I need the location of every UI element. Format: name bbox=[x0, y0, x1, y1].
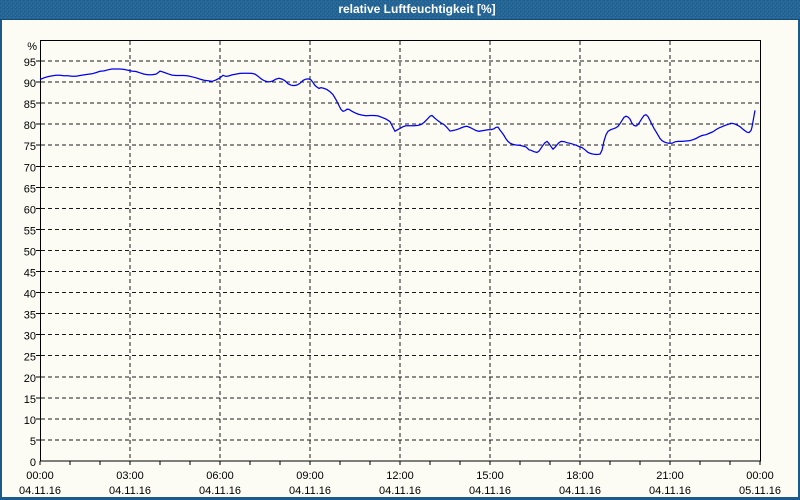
svg-text:04.11.16: 04.11.16 bbox=[559, 485, 601, 497]
svg-text:5: 5 bbox=[30, 436, 36, 448]
svg-text:75: 75 bbox=[24, 141, 36, 153]
svg-text:04.11.16: 04.11.16 bbox=[649, 485, 691, 497]
svg-text:%: % bbox=[27, 41, 37, 53]
svg-text:55: 55 bbox=[24, 225, 36, 237]
svg-text:15:00: 15:00 bbox=[476, 470, 504, 482]
svg-text:50: 50 bbox=[24, 247, 36, 259]
svg-text:06:00: 06:00 bbox=[206, 470, 234, 482]
svg-text:03:00: 03:00 bbox=[116, 470, 144, 482]
svg-text:04.11.16: 04.11.16 bbox=[469, 485, 511, 497]
svg-text:30: 30 bbox=[24, 331, 36, 343]
svg-text:45: 45 bbox=[24, 268, 36, 280]
svg-text:05.11.16: 05.11.16 bbox=[739, 485, 781, 497]
svg-text:09:00: 09:00 bbox=[296, 470, 324, 482]
svg-text:10: 10 bbox=[24, 415, 36, 427]
svg-text:35: 35 bbox=[24, 310, 36, 322]
svg-text:00:00: 00:00 bbox=[26, 470, 54, 482]
svg-text:04.11.16: 04.11.16 bbox=[19, 485, 61, 497]
svg-text:95: 95 bbox=[24, 57, 36, 69]
svg-text:18:00: 18:00 bbox=[566, 470, 594, 482]
svg-text:90: 90 bbox=[24, 78, 36, 90]
svg-text:21:00: 21:00 bbox=[656, 470, 684, 482]
svg-text:40: 40 bbox=[24, 289, 36, 301]
svg-text:04.11.16: 04.11.16 bbox=[109, 485, 151, 497]
svg-text:15: 15 bbox=[24, 394, 36, 406]
svg-text:25: 25 bbox=[24, 352, 36, 364]
svg-text:0: 0 bbox=[30, 457, 36, 469]
svg-text:85: 85 bbox=[24, 99, 36, 111]
svg-text:70: 70 bbox=[24, 162, 36, 174]
svg-text:65: 65 bbox=[24, 183, 36, 195]
svg-text:12:00: 12:00 bbox=[386, 470, 414, 482]
svg-text:04.11.16: 04.11.16 bbox=[289, 485, 331, 497]
svg-text:04.11.16: 04.11.16 bbox=[199, 485, 241, 497]
svg-text:20: 20 bbox=[24, 373, 36, 385]
svg-text:04.11.16: 04.11.16 bbox=[379, 485, 421, 497]
svg-text:60: 60 bbox=[24, 204, 36, 216]
svg-text:00:00: 00:00 bbox=[746, 470, 774, 482]
svg-text:80: 80 bbox=[24, 120, 36, 132]
